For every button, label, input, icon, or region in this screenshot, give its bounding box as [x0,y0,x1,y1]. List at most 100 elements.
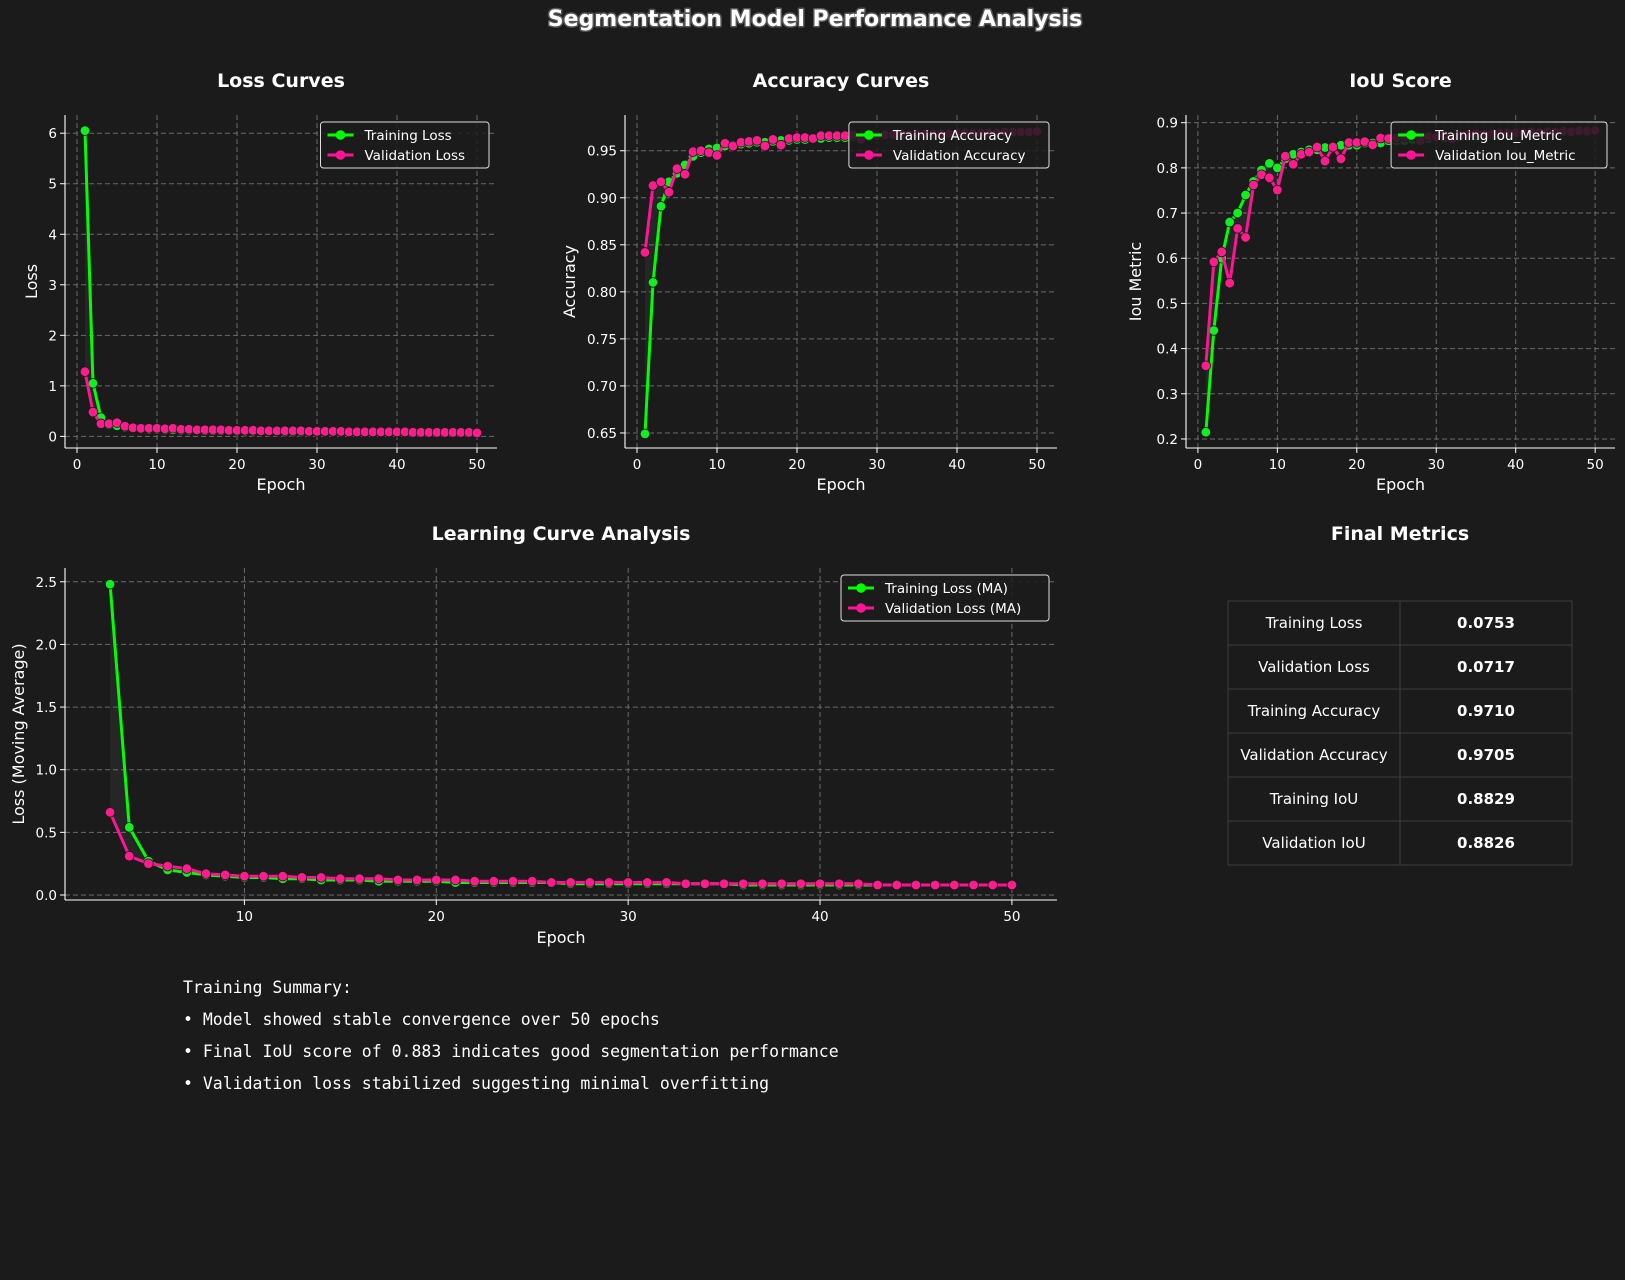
legend-label: Training Loss [364,128,452,144]
y-tick-label: 0.2 [1157,432,1178,448]
chart-panel-2: IoU Score 0 10 20 30 40 50 0.2 0.3 0.4 0.5 0.6 0.7 0.… [1126,70,1615,494]
chart-title: Accuracy Curves [753,70,930,92]
chart-panel-1: Accuracy Curves 0 10 20 30 40 50 0.65 0.70 0.75 0.… [560,70,1057,494]
metric-label: Validation IoU [1262,834,1365,852]
data-point [929,879,941,891]
x-tick-label: 10 [1269,457,1286,473]
data-point [680,878,691,889]
data-point [1006,879,1018,891]
series-line [83,130,477,434]
y-tick-label: 3 [48,278,57,294]
data-point [1264,172,1275,184]
data-point [220,869,231,881]
metric-label: Validation Accuracy [1240,746,1387,764]
series-train [104,579,1018,891]
x-tick-label: 40 [388,457,405,473]
data-point [1272,184,1283,196]
data-point [450,874,461,886]
gap-fill [110,584,1012,885]
legend-marker [864,150,874,160]
y-tick-label: 0.95 [587,144,617,160]
legend-marker [864,130,874,140]
data-point [471,427,483,439]
data-point [910,879,922,891]
data-point [181,863,193,874]
legend-marker [856,603,866,613]
data-point [79,366,91,377]
y-tick-label: 0.0 [36,888,57,904]
y-tick-label: 0.6 [1157,251,1178,267]
data-point [775,139,787,151]
x-tick-label: 20 [788,457,805,473]
x-tick-label: 40 [948,457,965,473]
metric-value: 0.9710 [1457,702,1515,720]
data-point [1216,246,1227,258]
table-row: Validation Accuracy 0.9705 [1227,732,1573,778]
x-tick-label: 20 [1348,457,1365,473]
metric-value: 0.0753 [1457,614,1515,632]
x-tick-label: 50 [1003,909,1020,925]
summary-line: • Validation loss stabilized suggesting … [183,1074,769,1093]
data-point [738,878,749,889]
table-cell [1399,688,1573,734]
metric-label: Training Loss [1265,614,1363,632]
data-point [751,135,763,146]
data-point [655,176,667,187]
data-point [104,579,116,590]
table-row: Validation Loss 0.0717 [1227,644,1573,690]
legend: Training Loss (MA) Validation Loss (MA) [840,574,1050,622]
legend: Training Accuracy Validation Accuracy [848,121,1050,169]
metric-label: Training Accuracy [1247,702,1381,720]
summary-line: • Final IoU score of 0.883 indicates goo… [183,1042,839,1061]
table-cell [1227,820,1401,866]
data-point [872,879,883,891]
metric-value: 0.0717 [1457,658,1515,676]
data-point [1319,155,1331,167]
data-point [1303,146,1315,158]
data-point [1240,232,1251,243]
metric-label: Validation Loss [1258,658,1370,676]
data-point [711,150,723,161]
panels: Loss Curves 0 10 20 30 40 50 0 1 2 3 4 5 6 Epoch Loss Tr… [9,70,1615,947]
legend-box [840,574,1050,622]
y-tick-label: 1 [48,379,57,395]
legend-marker [1406,150,1416,160]
y-tick-label: 0.7 [1157,206,1178,222]
legend-label: Training Iou_Metric [1434,128,1562,144]
data-point [639,247,651,258]
table-title: Final Metrics [1331,523,1469,545]
table-cell [1227,776,1401,822]
data-point [239,870,250,882]
summary-heading: Training Summary: [183,978,352,997]
legend-label: Training Loss (MA) [884,581,1008,597]
data-point [411,874,423,886]
data-point [1335,153,1347,165]
series-val [104,807,1018,891]
x-tick-label: 30 [868,457,885,473]
legend-marker [1406,130,1416,140]
data-point [1208,256,1220,268]
data-point [546,877,557,888]
x-axis-label: Epoch [537,928,586,947]
data-point [718,878,730,889]
y-axis-label: Accuracy [560,245,579,318]
data-point [354,873,365,884]
data-point [258,870,269,882]
table-cell [1227,600,1401,646]
x-axis-label: Epoch [817,475,866,494]
table-cell [1399,732,1573,778]
x-tick-label: 50 [1028,457,1045,473]
data-point [1288,159,1299,170]
data-point [968,879,979,891]
data-point [759,140,771,152]
data-point [776,878,787,889]
data-point [277,870,288,882]
data-point [671,163,683,174]
data-point [603,877,615,888]
data-point [373,873,384,884]
table-cell [1399,820,1573,866]
x-tick-label: 30 [1428,457,1445,473]
data-point [527,876,538,887]
data-point [1200,426,1212,438]
y-tick-label: 0.9 [1157,116,1178,132]
